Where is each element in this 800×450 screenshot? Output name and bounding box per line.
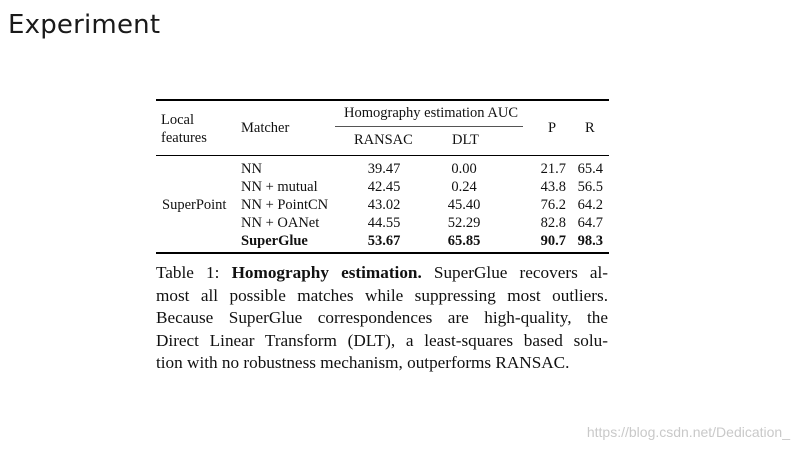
header-matcher: Matcher — [241, 120, 290, 136]
caption-line-1-rest: SuperGlue recovers al- — [421, 263, 609, 282]
matcher-cell: NN + OANet — [241, 215, 320, 231]
table-header-rule — [156, 155, 609, 156]
table-row: NN 39.47 0.00 21.7 65.4 — [156, 161, 609, 179]
header-ransac: RANSAC — [354, 132, 413, 148]
header-local-features-line2: features — [161, 130, 207, 146]
r-cell: 98.3 — [577, 233, 603, 249]
auc-group-underline — [335, 126, 523, 127]
local-features-value: SuperPoint — [162, 197, 227, 213]
ransac-cell: 44.55 — [367, 215, 401, 231]
caption-bold-title: Homography estimation. — [231, 263, 422, 282]
table-row-superglue: SuperGlue 53.67 65.85 90.7 98.3 — [156, 233, 609, 251]
matcher-cell: NN — [241, 161, 262, 177]
ransac-cell: 53.67 — [367, 233, 401, 249]
ransac-cell: 42.45 — [367, 179, 401, 195]
p-cell: 21.7 — [540, 161, 566, 177]
caption-line-3: Because SuperGlue correspondences are hi… — [156, 308, 608, 327]
p-cell: 76.2 — [540, 197, 566, 213]
r-cell: 64.7 — [577, 215, 603, 231]
dlt-cell: 45.40 — [447, 197, 481, 213]
ransac-cell: 43.02 — [367, 197, 401, 213]
watermark: https://blog.csdn.net/Dedication_ — [586, 424, 790, 440]
header-local-features: Local features — [161, 111, 207, 147]
dlt-cell: 0.24 — [451, 179, 477, 195]
table-row: NN + OANet 44.55 52.29 82.8 64.7 — [156, 215, 609, 233]
p-cell: 43.8 — [540, 179, 566, 195]
header-p: P — [548, 120, 557, 136]
dlt-cell: 0.00 — [451, 161, 477, 177]
table-caption: Table 1: Homography estimation. SuperGlu… — [156, 262, 608, 375]
caption-line-2: most all possible matches while suppress… — [156, 285, 608, 305]
header-local-features-line1: Local — [161, 112, 195, 128]
caption-line-5: tion with no robustness mechanism, outpe… — [156, 353, 570, 372]
caption-line-4: Direct Linear Transform (DLT), a least-s… — [156, 330, 608, 350]
slide-title: Experiment — [8, 10, 161, 40]
dlt-cell: 52.29 — [447, 215, 481, 231]
header-r: R — [585, 120, 595, 136]
r-cell: 64.2 — [577, 197, 603, 213]
table-bottom-rule — [156, 252, 609, 254]
header-auc-group: Homography estimation AUC — [344, 105, 518, 121]
table-row: NN + PointCN 43.02 45.40 76.2 64.2 — [156, 197, 609, 215]
p-cell: 90.7 — [540, 233, 566, 249]
caption-prefix: Table 1: — [156, 263, 232, 282]
matcher-cell: NN + mutual — [241, 179, 318, 195]
r-cell: 65.4 — [577, 161, 603, 177]
ransac-cell: 39.47 — [367, 161, 401, 177]
dlt-cell: 65.85 — [447, 233, 481, 249]
table-row: NN + mutual 42.45 0.24 43.8 56.5 — [156, 179, 609, 197]
r-cell: 56.5 — [577, 179, 603, 195]
table-top-rule — [156, 99, 609, 101]
p-cell: 82.8 — [540, 215, 566, 231]
caption-line-1: Table 1: Homography estimation. SuperGlu… — [156, 262, 608, 285]
matcher-cell: SuperGlue — [241, 233, 308, 249]
header-dlt: DLT — [452, 132, 479, 148]
matcher-cell: NN + PointCN — [241, 197, 329, 213]
